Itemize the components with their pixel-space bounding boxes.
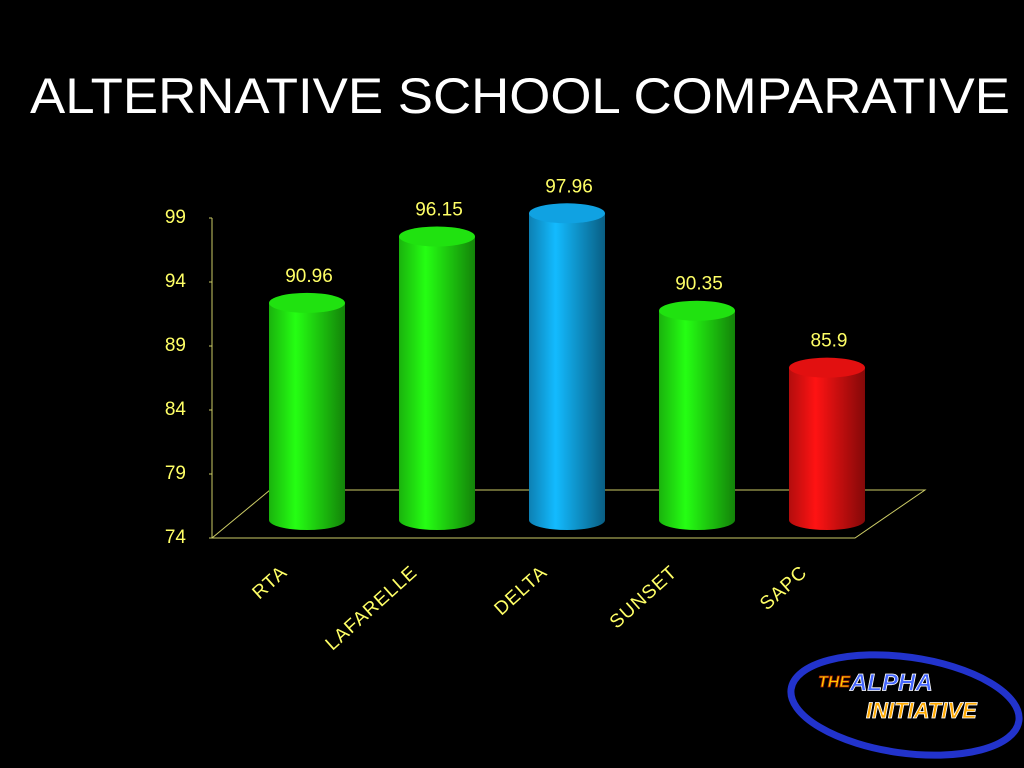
bar-top [659,300,735,321]
value-label: 97.96 [545,176,593,197]
y-tick-label: 89 [165,335,186,356]
bar-body [789,367,865,530]
logo-text: ALPHA [849,669,933,696]
bar-body [399,236,475,531]
bar-top [789,357,865,378]
logo-swoosh [787,651,1023,759]
y-tick-label: 99 [165,207,186,228]
bar-top [399,226,475,247]
y-tick-label: 74 [165,527,187,548]
y-tick-label: 94 [165,271,187,292]
value-label: 85.9 [811,331,848,352]
bar-body [269,302,345,530]
logo-text: THE [818,674,851,691]
bar-top [269,292,345,313]
logo-text: INITIATIVE [866,698,978,723]
bar-top [529,203,605,224]
bar [789,357,865,530]
bar [659,300,735,530]
bar-body [529,213,605,530]
value-label: 96.15 [415,199,463,220]
bar [399,226,475,531]
bar [269,292,345,530]
bar-body [659,310,735,530]
logo: THE ALPHA INITIATIVE [787,651,1023,759]
value-label: 90.35 [675,274,723,295]
chart-title: ALTERNATIVE SCHOOL COMPARATIVE [30,68,1010,124]
floor [210,489,927,539]
bar [529,203,605,530]
y-tick-label: 79 [165,463,186,484]
value-label: 90.96 [285,266,333,287]
y-tick-label: 84 [165,399,187,420]
